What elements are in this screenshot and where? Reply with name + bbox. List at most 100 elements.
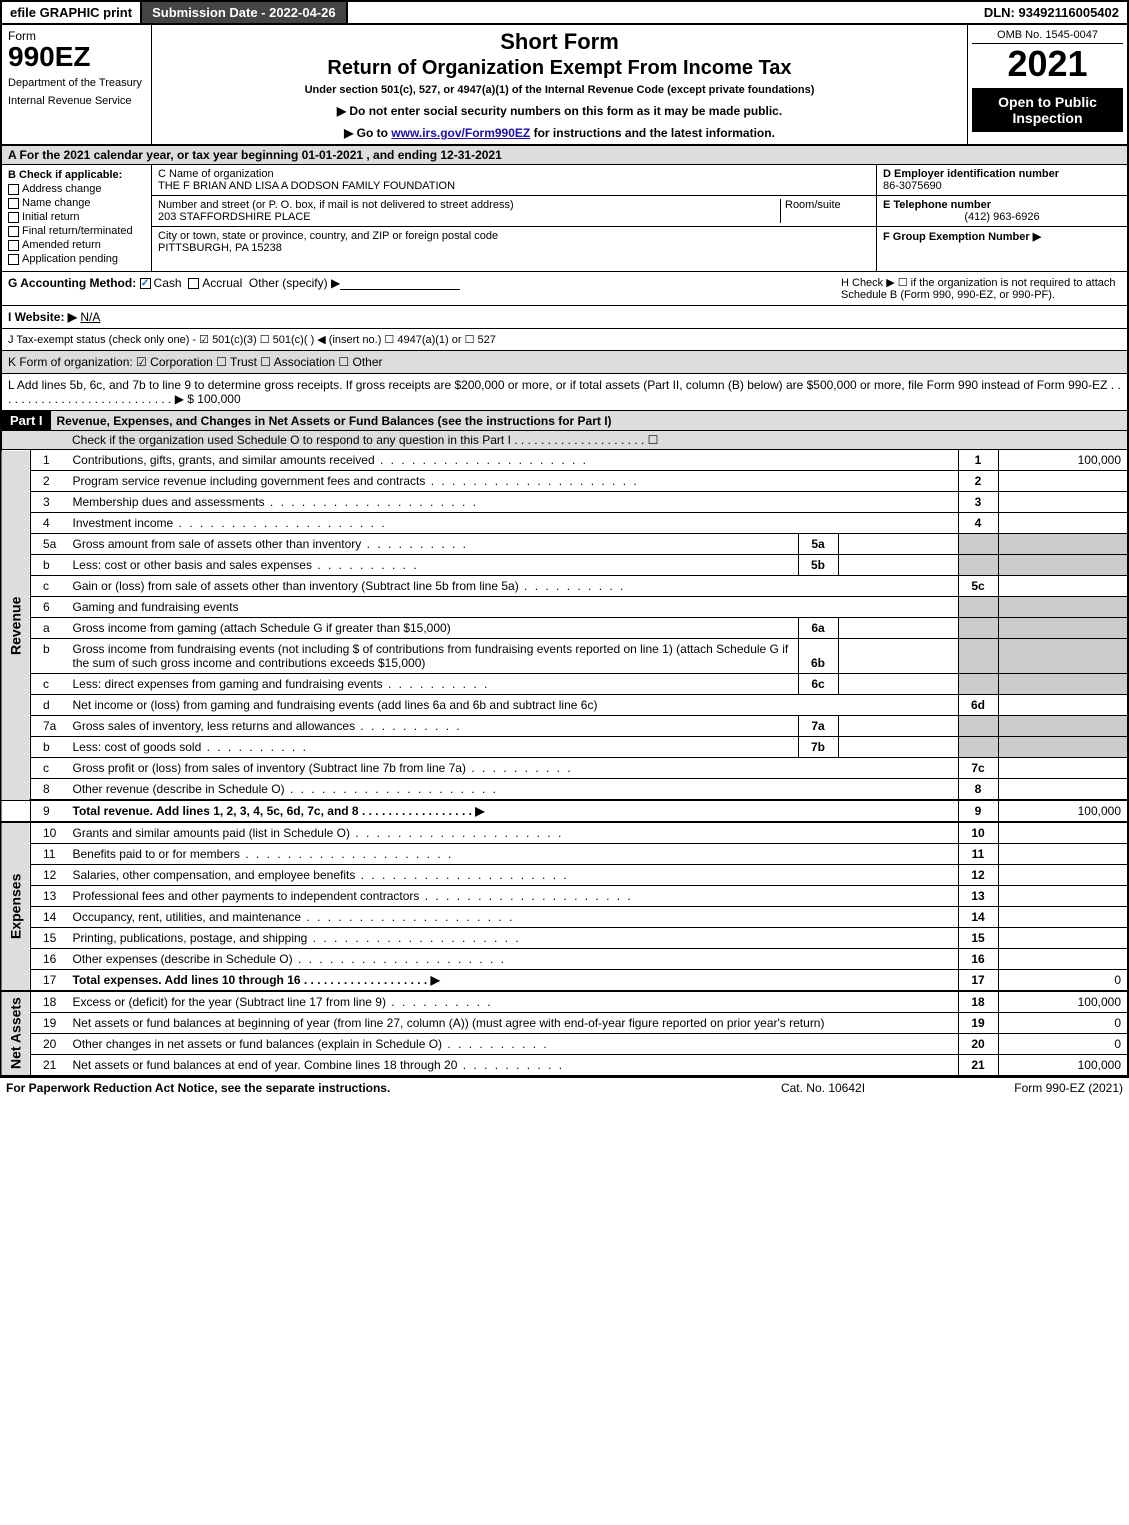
line-6a-iv [838,618,958,639]
main-title: Return of Organization Exempt From Incom… [158,57,961,80]
line-3-num: 3 [31,492,67,513]
line-8-val [998,779,1128,801]
irs-link[interactable]: www.irs.gov/Form990EZ [391,126,530,140]
line-10-num: 10 [31,822,67,844]
line-4-val [998,513,1128,534]
open-to-public: Open to Public Inspection [972,88,1123,132]
row-h: H Check ▶ ☐ if the organization is not r… [841,276,1121,301]
department-label: Department of the Treasury [8,77,145,89]
line-12-num: 12 [31,865,67,886]
footer-center: Cat. No. 10642I [723,1081,923,1095]
line-5a-desc: Gross amount from sale of assets other t… [67,534,799,555]
accounting-label: G Accounting Method: [8,276,136,290]
other-specify-input[interactable] [340,278,460,290]
line-14-desc: Occupancy, rent, utilities, and maintena… [67,907,959,928]
omb-number: OMB No. 1545-0047 [972,29,1123,44]
line-5c-num: c [31,576,67,597]
line-13-val [998,886,1128,907]
irs-label: Internal Revenue Service [8,95,145,107]
line-16-lab: 16 [958,949,998,970]
chk-application-pending-label: Application pending [22,253,118,265]
line-5a-shade2 [998,534,1128,555]
line-6c-iv [838,674,958,695]
line-21-val: 100,000 [998,1055,1128,1077]
chk-initial-return[interactable]: Initial return [8,211,145,223]
line-8-lab: 8 [958,779,998,801]
line-1-desc: Contributions, gifts, grants, and simila… [67,450,959,471]
header-center: Short Form Return of Organization Exempt… [152,25,967,144]
tel-value: (412) 963-6926 [883,211,1121,223]
line-6d-desc: Net income or (loss) from gaming and fun… [67,695,959,716]
line-17-val: 0 [998,970,1128,992]
line-8-num: 8 [31,779,67,801]
chk-application-pending[interactable]: Application pending [8,253,145,265]
line-1-lab: 1 [958,450,998,471]
line-5b-desc: Less: cost or other basis and sales expe… [67,555,799,576]
line-8-desc: Other revenue (describe in Schedule O) [67,779,959,801]
line-9-val: 100,000 [998,800,1128,822]
website-label: I Website: ▶ [8,310,77,324]
line-6a-shade [958,618,998,639]
line-7c-num: c [31,758,67,779]
line-2-lab: 2 [958,471,998,492]
line-6c-desc: Less: direct expenses from gaming and fu… [67,674,799,695]
line-2-val [998,471,1128,492]
line-7a-shade [958,716,998,737]
other-label: Other (specify) ▶ [249,276,340,290]
col-b-check-applicable: B Check if applicable: Address change Na… [2,165,152,271]
street-value: 203 STAFFORDSHIRE PLACE [158,211,780,223]
line-15-num: 15 [31,928,67,949]
line-2-desc: Program service revenue including govern… [67,471,959,492]
line-18-lab: 18 [958,991,998,1013]
line-7a-desc: Gross sales of inventory, less returns a… [67,716,799,737]
line-5b-num: b [31,555,67,576]
line-1-val: 100,000 [998,450,1128,471]
city-value: PITTSBURGH, PA 15238 [158,242,870,254]
line-6d-val [998,695,1128,716]
line-7b-il: 7b [798,737,838,758]
line-6-shade2 [998,597,1128,618]
chk-amended-return[interactable]: Amended return [8,239,145,251]
col-b-title: B Check if applicable: [8,169,145,181]
line-11-num: 11 [31,844,67,865]
chk-final-return[interactable]: Final return/terminated [8,225,145,237]
org-info-grid: B Check if applicable: Address change Na… [0,165,1129,272]
efile-print-button[interactable]: efile GRAPHIC print [2,2,142,23]
ein-label: D Employer identification number [883,168,1121,180]
line-2-num: 2 [31,471,67,492]
line-7a-num: 7a [31,716,67,737]
row-j: J Tax-exempt status (check only one) - ☑… [0,329,1129,351]
line-6b-shade2 [998,639,1128,674]
line-20-lab: 20 [958,1034,998,1055]
line-7a-il: 7a [798,716,838,737]
top-bar: efile GRAPHIC print Submission Date - 20… [0,0,1129,25]
line-6b-num: b [31,639,67,674]
line-6b-desc: Gross income from fundraising events (no… [67,639,799,674]
line-19-val: 0 [998,1013,1128,1034]
chk-accrual[interactable] [188,278,199,289]
chk-cash[interactable] [140,278,151,289]
line-3-desc: Membership dues and assessments [67,492,959,513]
city-label: City or town, state or province, country… [158,230,870,242]
rev-end [1,800,31,822]
row-g-h: G Accounting Method: Cash Accrual Other … [0,272,1129,306]
line-10-val [998,822,1128,844]
part1-header: Part I Revenue, Expenses, and Changes in… [0,411,1129,431]
line-21-desc: Net assets or fund balances at end of ye… [67,1055,959,1077]
chk-address-change[interactable]: Address change [8,183,145,195]
line-21-lab: 21 [958,1055,998,1077]
line-7c-val [998,758,1128,779]
line-5b-shade2 [998,555,1128,576]
org-name-row: C Name of organization THE F BRIAN AND L… [152,165,876,196]
line-6c-num: c [31,674,67,695]
line-6c-il: 6c [798,674,838,695]
line-19-desc: Net assets or fund balances at beginning… [67,1013,959,1034]
line-5c-desc: Gain or (loss) from sale of assets other… [67,576,959,597]
form-header: Form 990EZ Department of the Treasury In… [0,25,1129,146]
dln-label: DLN: 93492116005402 [976,2,1127,23]
line-6d-lab: 6d [958,695,998,716]
chk-name-change[interactable]: Name change [8,197,145,209]
line-5a-shade [958,534,998,555]
part1-table: Revenue 1 Contributions, gifts, grants, … [0,450,1129,1077]
submission-date-button[interactable]: Submission Date - 2022-04-26 [142,2,348,23]
